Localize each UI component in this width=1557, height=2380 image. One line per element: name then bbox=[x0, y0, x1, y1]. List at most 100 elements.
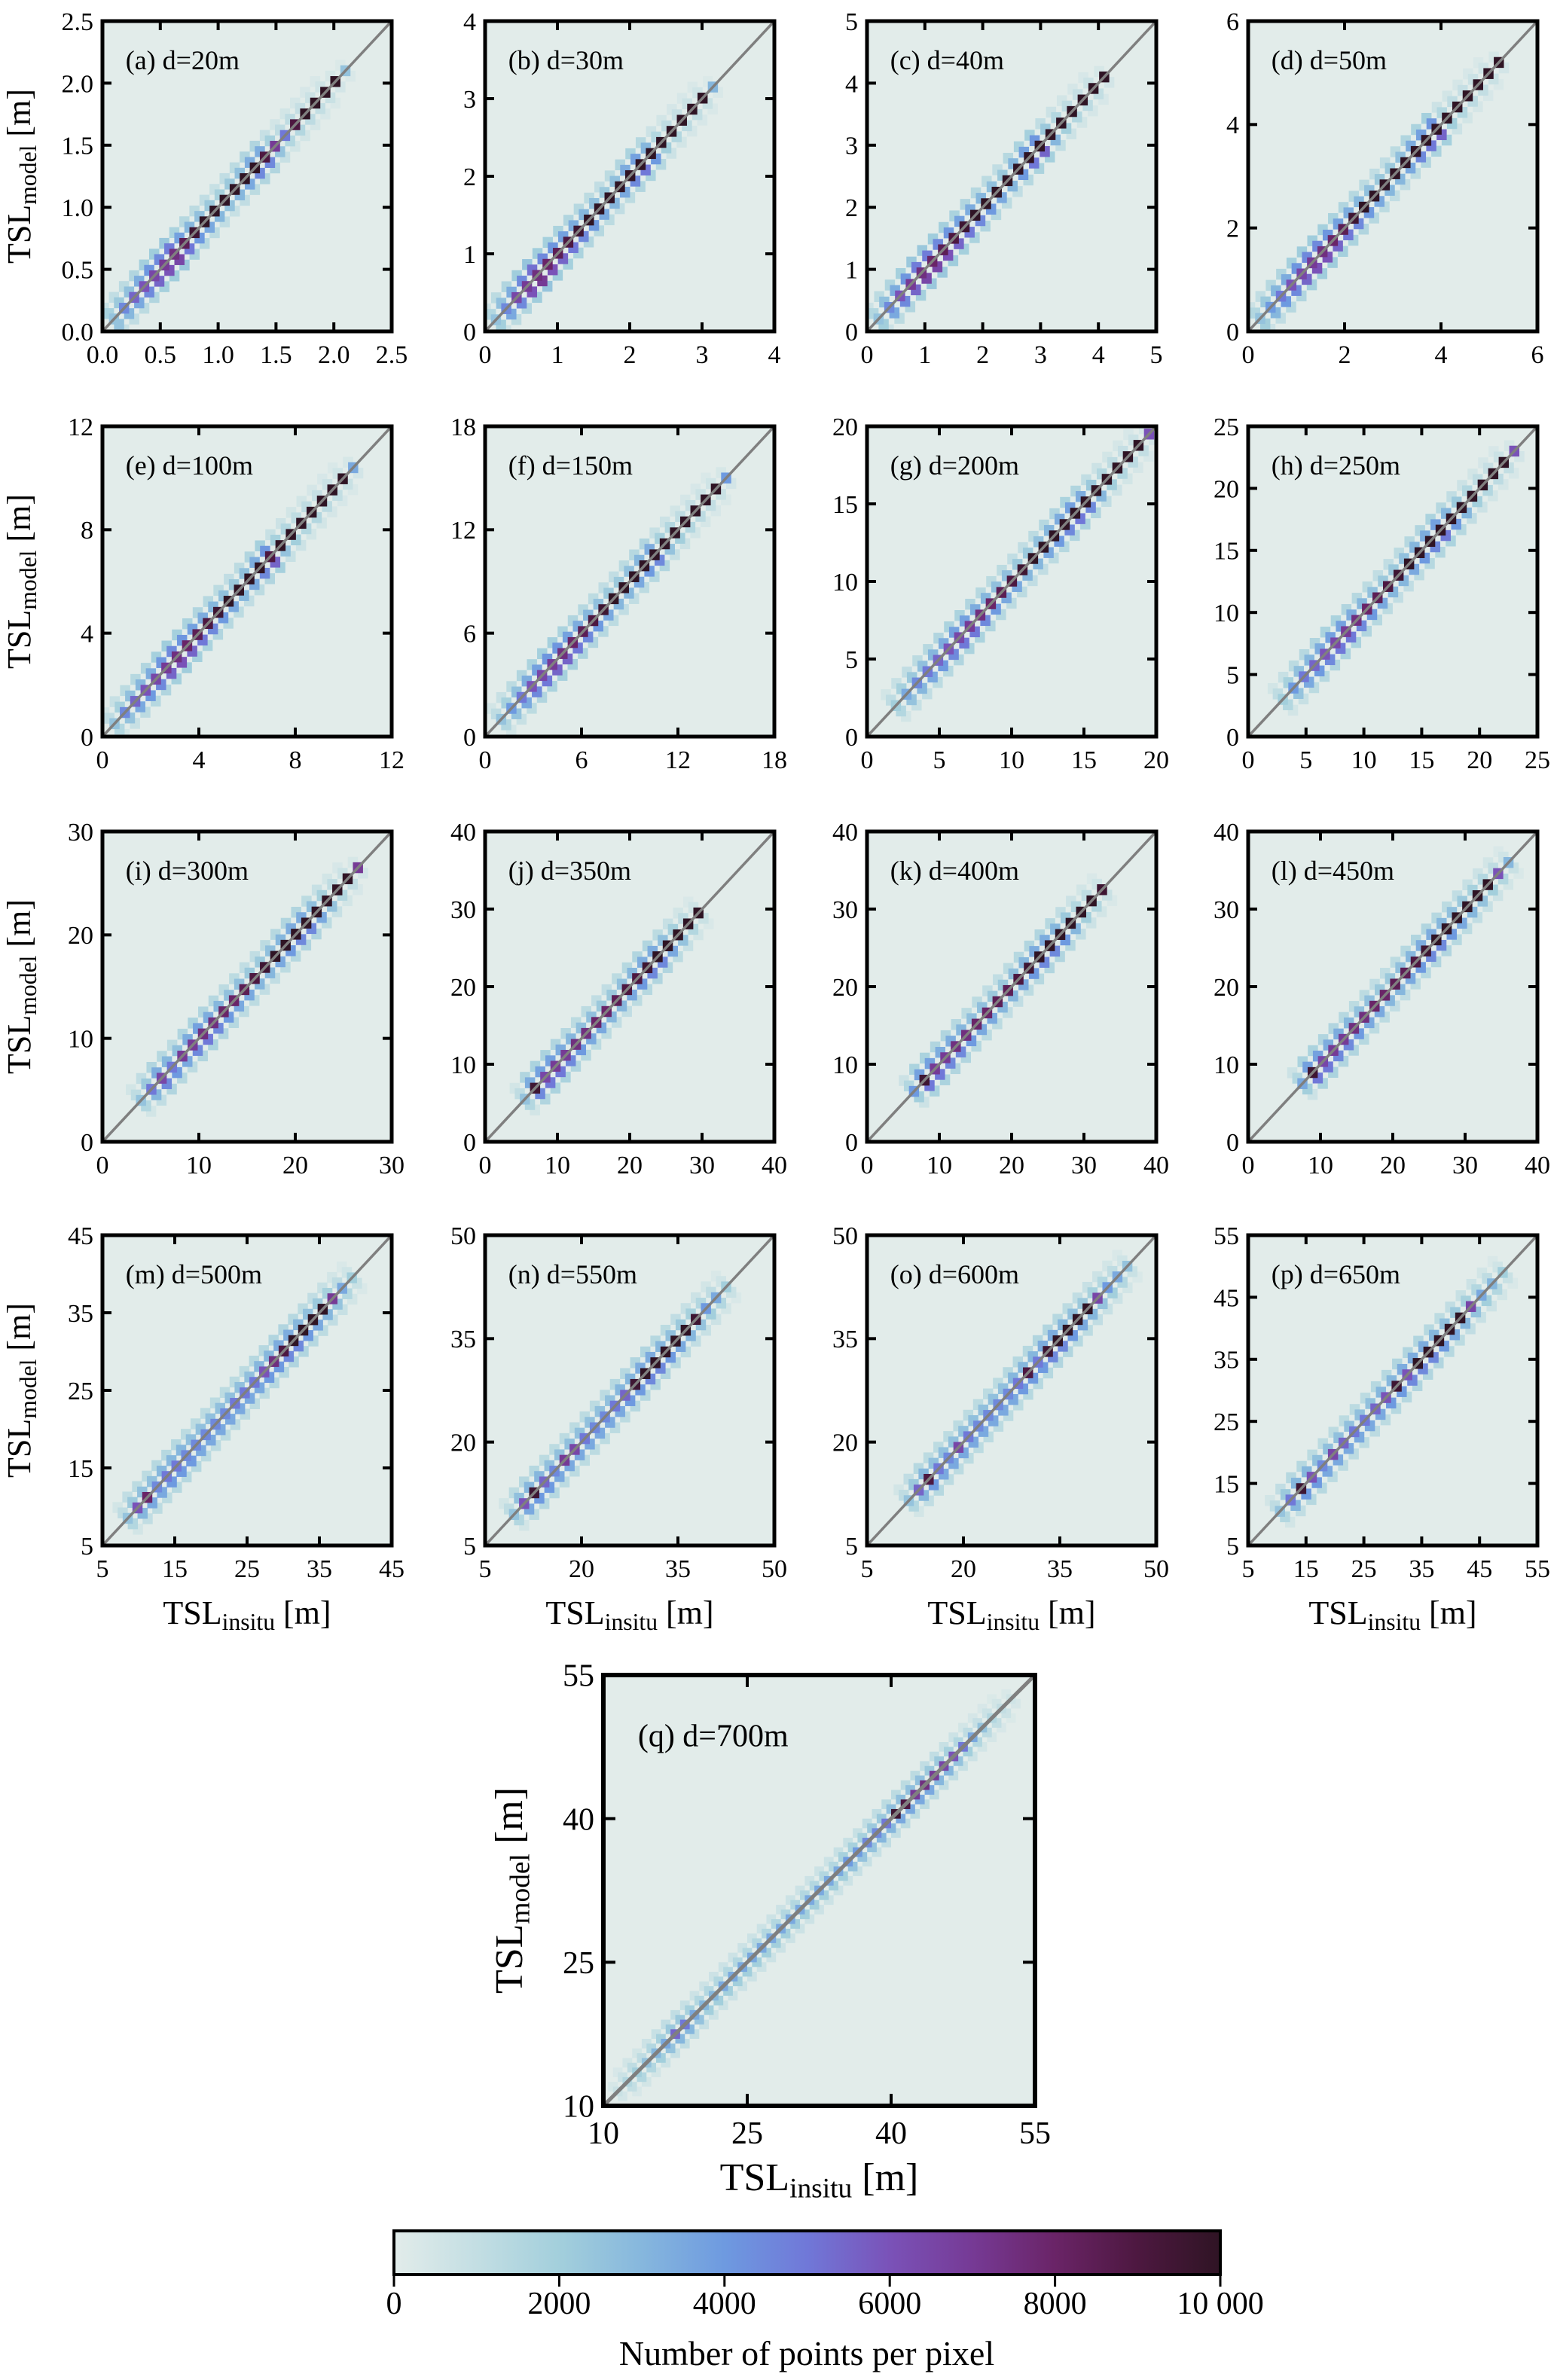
x-tick-label: 45 bbox=[1467, 1555, 1492, 1583]
panel-h: 00 5 5 10 10 15 15 20 20 25 25 (h) d=250m bbox=[1214, 413, 1550, 774]
y-tick-label: 50 bbox=[832, 1222, 858, 1250]
x-tick-label: 2.0 bbox=[318, 341, 350, 369]
one-to-one-line bbox=[866, 20, 1158, 333]
plot-frame bbox=[865, 424, 1159, 739]
x-tick-label: 4 bbox=[768, 341, 781, 369]
plot-frame bbox=[483, 1233, 777, 1548]
y-tick-label: 30 bbox=[68, 819, 93, 847]
panel-title: (g) d=200m bbox=[890, 450, 1019, 481]
x-tick-label: 0.0 bbox=[87, 341, 119, 369]
x-tick-label: 0 bbox=[479, 1152, 492, 1179]
one-to-one-line bbox=[602, 1674, 1036, 2107]
y-tick-label: 1 bbox=[463, 241, 476, 269]
x-tick-label: 10 bbox=[588, 2116, 619, 2151]
y-tick-label: 2 bbox=[1226, 215, 1239, 243]
plot-frame bbox=[483, 19, 777, 334]
x-tick-label: 5 bbox=[479, 1555, 492, 1583]
y-tick-label: 20 bbox=[450, 1430, 476, 1457]
x-tick-label: 35 bbox=[307, 1555, 332, 1583]
x-tick-label: 30 bbox=[1452, 1152, 1478, 1179]
plot-frame bbox=[100, 1233, 394, 1548]
y-tick-label: 5 bbox=[845, 1533, 858, 1561]
x-tick-label: 1.5 bbox=[260, 341, 292, 369]
y-tick-label: 15 bbox=[1214, 1471, 1239, 1499]
y-tick-label: 10 bbox=[832, 569, 858, 597]
y-tick-label: 5 bbox=[81, 1533, 93, 1561]
y-tick-label: 5 bbox=[845, 646, 858, 674]
one-to-one-line bbox=[484, 1234, 776, 1547]
y-tick-label: 3 bbox=[845, 133, 858, 160]
y-tick-label: 5 bbox=[1226, 1533, 1239, 1561]
x-tick-label: 5 bbox=[861, 1555, 874, 1583]
y-tick-label: 3 bbox=[463, 86, 476, 114]
y-tick-label: 18 bbox=[450, 413, 476, 441]
heatmap-cells bbox=[881, 426, 1156, 722]
x-tick-label: 20 bbox=[1380, 1152, 1406, 1179]
colorbar-tick-label: 10 000 bbox=[1177, 2287, 1264, 2321]
y-tick-label: 30 bbox=[1214, 896, 1239, 924]
y-tick-label: 20 bbox=[1214, 475, 1239, 503]
y-tick-label: 30 bbox=[450, 896, 476, 924]
heatmap-cell bbox=[1138, 426, 1149, 435]
x-tick-label: 40 bbox=[875, 2116, 907, 2151]
panel-n: 55 20 20 35 35 50 50 (n) d=550m TSLinsitu [m] bbox=[450, 1222, 787, 1635]
y-tick-label: 10 bbox=[1214, 1051, 1239, 1079]
y-tick-label: 0 bbox=[463, 319, 476, 346]
one-to-one-line bbox=[484, 20, 776, 333]
one-to-one-line bbox=[866, 1234, 1158, 1547]
panel-title: (j) d=350m bbox=[508, 856, 631, 886]
y-tick-label: 5 bbox=[845, 8, 858, 36]
x-tick-label: 15 bbox=[162, 1555, 188, 1583]
x-tick-label: 18 bbox=[762, 746, 787, 774]
x-tick-label: 10 bbox=[999, 746, 1024, 774]
y-tick-label: 12 bbox=[68, 413, 93, 441]
x-tick-label: 20 bbox=[617, 1152, 643, 1179]
one-to-one-line bbox=[1247, 1234, 1539, 1547]
colorbar-tick-label: 4000 bbox=[693, 2287, 756, 2321]
y-tick-label: 35 bbox=[832, 1326, 858, 1353]
panel-title: (n) d=550m bbox=[508, 1259, 637, 1289]
x-tick-label: 3 bbox=[696, 341, 709, 369]
colorbar-tick-label: 6000 bbox=[858, 2287, 921, 2321]
x-tick-label: 20 bbox=[1143, 746, 1169, 774]
y-tick-label: 12 bbox=[450, 517, 476, 545]
x-tick-label: 50 bbox=[762, 1555, 787, 1583]
x-tick-label: 15 bbox=[1071, 746, 1097, 774]
y-tick-label: 40 bbox=[450, 819, 476, 847]
y-tick-label: 6 bbox=[1226, 8, 1239, 36]
x-tick-label: 55 bbox=[1525, 1555, 1550, 1583]
y-tick-label: 15 bbox=[832, 491, 858, 519]
y-tick-label: 20 bbox=[832, 974, 858, 1002]
x-axis-label: TSLinsitu [m] bbox=[720, 2156, 919, 2204]
x-tick-label: 5 bbox=[1150, 341, 1163, 369]
panel-title: (c) d=40m bbox=[890, 45, 1004, 75]
panel-title: (d) d=50m bbox=[1272, 45, 1387, 75]
x-tick-label: 50 bbox=[1143, 1555, 1169, 1583]
x-tick-label: 5 bbox=[933, 746, 946, 774]
x-tick-label: 6 bbox=[575, 746, 588, 774]
heatmap-cells bbox=[608, 1689, 1021, 2101]
x-tick-label: 20 bbox=[999, 1152, 1024, 1179]
y-tick-label: 25 bbox=[68, 1378, 93, 1405]
x-tick-label: 40 bbox=[1525, 1152, 1550, 1179]
one-to-one-line bbox=[866, 425, 1158, 738]
y-tick-label: 0 bbox=[1226, 724, 1239, 752]
colorbar-tick-label: 8000 bbox=[1024, 2287, 1087, 2321]
x-tick-label: 40 bbox=[1143, 1152, 1169, 1179]
x-tick-label: 5 bbox=[96, 1555, 109, 1583]
panel-title: (q) d=700m bbox=[638, 1719, 789, 1753]
panels: 0.00.0 0.5 0.5 1.0 1.0 1.5 1.5 2.0 2.0 2.5 2.5 (a) … bbox=[1, 8, 1550, 2204]
x-axis-label: TSLinsitu [m] bbox=[1308, 1594, 1476, 1635]
panel-title: (a) d=20m bbox=[126, 45, 240, 75]
y-tick-label: 20 bbox=[68, 922, 93, 950]
y-tick-label: 35 bbox=[450, 1326, 476, 1353]
x-tick-label: 8 bbox=[289, 746, 302, 774]
y-tick-label: 2.0 bbox=[62, 70, 94, 98]
colorbar-tick-label: 2000 bbox=[527, 2287, 591, 2321]
y-tick-label: 10 bbox=[563, 2090, 594, 2125]
x-tick-label: 12 bbox=[379, 746, 405, 774]
y-axis-label: TSLmodel [m] bbox=[1, 1303, 41, 1478]
plot-frame bbox=[1246, 19, 1540, 334]
x-tick-label: 0 bbox=[861, 341, 874, 369]
